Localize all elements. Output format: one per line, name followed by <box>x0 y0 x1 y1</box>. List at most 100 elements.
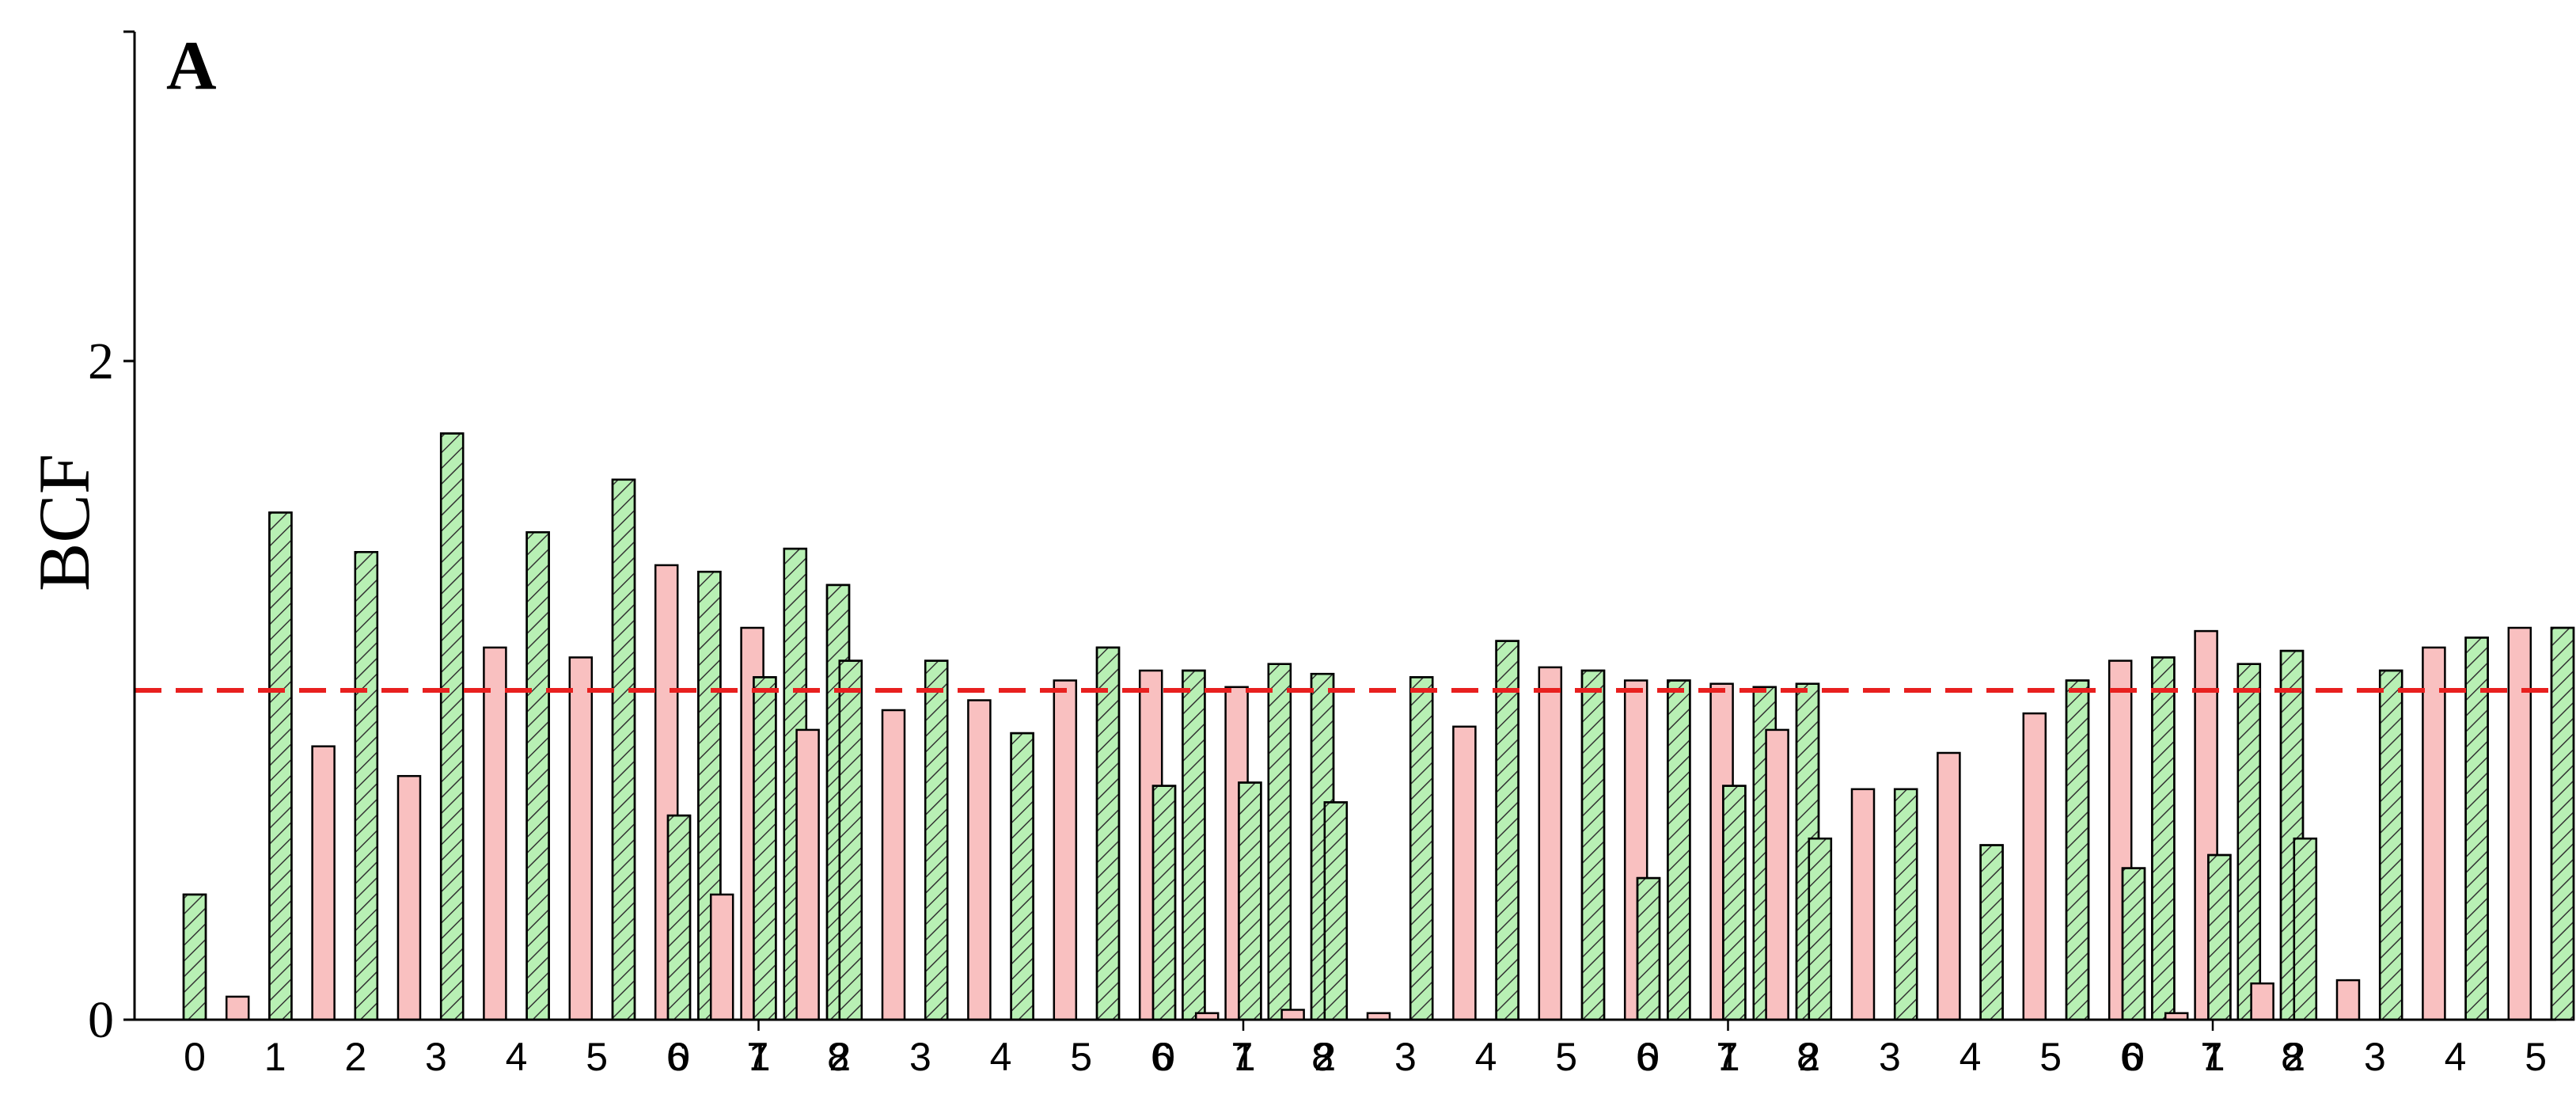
bar-hatch-g4-11 <box>2065 679 2090 1021</box>
bar-hatch-g3-5 <box>1323 801 1349 1021</box>
x-tick-label: 8 <box>2281 1035 2303 1079</box>
bar-hatch-g3-13 <box>1667 679 1691 1021</box>
bar-hatch-g4-7 <box>1893 788 1918 1021</box>
x-tick-label: 0 <box>2123 1035 2145 1079</box>
x-tick-label: 7 <box>746 1035 768 1079</box>
x-tick-label: 2 <box>344 1035 366 1079</box>
x-tick-label: 0 <box>1153 1035 1175 1079</box>
y-axis-label: BCF <box>24 454 104 591</box>
x-tick-label: 2 <box>1798 1035 1820 1079</box>
bar-g2-8 <box>967 699 992 1021</box>
bar-g4-6 <box>1850 788 1876 1021</box>
x-tick-label: 6 <box>2120 1035 2142 1079</box>
bar-hatch-g3-3 <box>1238 781 1262 1021</box>
bar-g4-4 <box>1765 728 1789 1021</box>
bar-hatch-g2-3 <box>753 676 777 1021</box>
x-tick-label: 3 <box>425 1035 447 1079</box>
x-tick-label: 3 <box>909 1035 931 1079</box>
panel-label: A <box>166 28 217 105</box>
bar-g3-10 <box>1538 666 1563 1021</box>
bar-hatch-g4-5 <box>1808 837 1833 1021</box>
bar-hatch-g4-15 <box>2236 663 2262 1021</box>
x-tick-label: 8 <box>1796 1035 1819 1079</box>
x-tick-labels: 0 1 2 3 4 5 6 7 8 0 1 2 3 4 5 6 7 8 0 1 2 3 4 5 6 7 8 0 1 2 3 4 5 6 7 8 0 1 2 3… <box>184 1035 2547 1079</box>
bar-group-3 <box>1151 640 1820 1021</box>
bar-hatch-g1-9 <box>525 531 550 1021</box>
bar-g3-8 <box>1452 725 1477 1021</box>
bar-hatch-g2-5 <box>838 659 863 1021</box>
bar-g5-10 <box>2507 626 2532 1021</box>
bar-hatch-g2-11 <box>1095 646 1121 1021</box>
bar-hatch-g1-1 <box>182 893 207 1021</box>
bar-hatch-g3-11 <box>1580 669 1606 1021</box>
bar-group-4 <box>1636 629 2305 1021</box>
x-tick-label: 6 <box>1636 1035 1658 1079</box>
bar-hatch-g5-9 <box>2464 637 2489 1021</box>
x-tick-label: 1 <box>1234 1035 1256 1079</box>
bar-hatch-g4-13 <box>2151 656 2176 1021</box>
bar-hatch-g3-7 <box>1409 676 1434 1021</box>
x-tick-label: 4 <box>990 1035 1012 1079</box>
bar-group-5 <box>2121 626 2575 1021</box>
y-tick-label: 0 <box>88 991 114 1049</box>
bar-g2-2 <box>709 893 734 1021</box>
x-tick-label: 5 <box>1070 1035 1092 1079</box>
bar-g3-4 <box>1280 1009 1305 1021</box>
bar-g2-6 <box>881 709 906 1021</box>
bar-hatch-g4-9 <box>1979 844 2004 1021</box>
bar-hatch-g5-7 <box>2378 669 2403 1021</box>
x-tick-label: 2 <box>1314 1035 1336 1079</box>
x-tick-label: 1 <box>749 1035 771 1079</box>
bar-group-2 <box>666 646 1335 1021</box>
bar-hatch-g5-11 <box>2550 626 2575 1021</box>
x-tick-label: 4 <box>506 1035 528 1079</box>
x-tick-label: 2 <box>2283 1035 2305 1079</box>
bar-hatch-g1-11 <box>611 478 636 1021</box>
bar-g2-4 <box>795 728 820 1021</box>
x-tick-label: 4 <box>1475 1035 1497 1079</box>
bar-g1-8 <box>483 646 507 1021</box>
x-tick-label: 2 <box>829 1035 851 1079</box>
x-tick-label: 5 <box>2039 1035 2062 1079</box>
bar-hatch-g3-9 <box>1495 640 1519 1021</box>
bar-g4-10 <box>2022 712 2047 1021</box>
bar-hatch-g2-9 <box>1010 732 1034 1021</box>
x-tick-label: 1 <box>264 1035 286 1079</box>
bar-g1-2 <box>225 995 250 1021</box>
bar-g4-8 <box>1937 751 1961 1021</box>
bar-hatch-g5-3 <box>2207 853 2232 1021</box>
x-tick-label: 5 <box>2525 1035 2547 1079</box>
bar-hatch-g5-1 <box>2121 867 2146 1021</box>
bar-hatch-g2-15 <box>1267 663 1292 1021</box>
x-tick-label: 7 <box>2200 1035 2222 1079</box>
bar-g1-6 <box>396 774 422 1021</box>
x-tick-label: 6 <box>1151 1035 1173 1079</box>
x-tick-label: 0 <box>184 1035 206 1079</box>
bar-hatch-g1-5 <box>354 551 379 1021</box>
bar-hatch-g2-13 <box>1182 669 1206 1021</box>
bar-g1-10 <box>568 656 594 1021</box>
bar-hatch-g4-1 <box>1636 876 1661 1021</box>
bar-hatch-g1-7 <box>439 432 465 1021</box>
x-tick-label: 8 <box>827 1035 849 1079</box>
bar-g1-4 <box>311 745 336 1021</box>
bar-hatch-g5-5 <box>2293 837 2318 1021</box>
x-tick-label: 0 <box>668 1035 690 1079</box>
y-tick-label: 2 <box>88 333 114 390</box>
bars-layer <box>182 432 2575 1021</box>
bar-hatch-g1-3 <box>268 511 293 1021</box>
bar-g5-6 <box>2335 979 2361 1021</box>
x-tick-label: 1 <box>2203 1035 2225 1079</box>
x-tick-label: 3 <box>2364 1035 2386 1079</box>
x-tick-label: 0 <box>1637 1035 1660 1079</box>
bar-hatch-g4-3 <box>1722 785 1747 1021</box>
x-tick-label: 7 <box>1716 1035 1738 1079</box>
bar-g5-4 <box>2250 982 2274 1021</box>
bar-g2-10 <box>1053 679 1078 1021</box>
x-tick-label: 5 <box>1555 1035 1577 1079</box>
bar-group-1 <box>182 432 851 1021</box>
bar-hatch-g3-1 <box>1151 785 1177 1021</box>
bar-hatch-g2-7 <box>924 659 949 1021</box>
x-tick-label: 3 <box>1879 1035 1901 1079</box>
